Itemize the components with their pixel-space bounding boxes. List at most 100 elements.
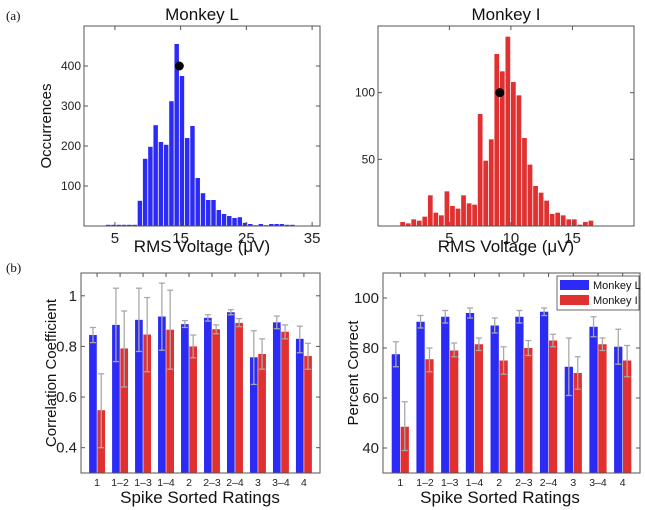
- x-tick-label: 35: [304, 230, 321, 247]
- y-tick-label: 60: [362, 390, 379, 407]
- bar-monkey-l: [490, 325, 499, 473]
- bar-monkey-l: [295, 338, 304, 473]
- histogram-bar: [466, 203, 472, 226]
- bar-monkey-i: [281, 331, 289, 473]
- histogram-bar: [227, 216, 232, 226]
- histogram-bar: [163, 144, 169, 226]
- histogram-bar: [400, 222, 405, 226]
- y-tick-label: 100: [61, 179, 81, 193]
- axis-ticks: 5 10 15 50 100: [355, 26, 634, 247]
- bar-monkey-i: [212, 329, 220, 473]
- histogram-bar: [248, 224, 253, 226]
- y-axis-label: Correlation Coefficient: [43, 298, 60, 447]
- bar-monkey-i: [623, 360, 632, 473]
- x-tick-label: 1–4: [466, 477, 484, 489]
- histogram-bar: [242, 222, 248, 226]
- bar-monkey-l: [204, 317, 212, 473]
- histogram-bar: [142, 158, 148, 226]
- bar-chart-correlation: 1 1–2 1–3 1–4 2 2–3 2–4 3 3–4 4 0.4 0.6 0.8 1 Spike S…: [43, 272, 321, 507]
- histogram-bar: [211, 200, 216, 226]
- legend-label-monkey-l: Monkey L: [593, 280, 641, 292]
- histogram-bar: [499, 71, 505, 226]
- histogram-bar: [422, 216, 428, 226]
- histogram-bar: [549, 214, 555, 226]
- x-axis-label: Spike Sorted Ratings: [420, 488, 580, 507]
- legend-swatch-monkey-l: [560, 280, 589, 290]
- histogram-bar: [137, 200, 143, 226]
- x-tick-label: 1: [94, 477, 100, 489]
- bar-monkey-i: [120, 348, 129, 473]
- histogram-bar: [174, 44, 179, 226]
- bar-monkey-l: [614, 346, 623, 473]
- histogram-bar: [153, 125, 158, 226]
- histogram-bar: [237, 217, 243, 226]
- legend-swatch-monkey-i: [560, 295, 589, 305]
- histogram-bar: [274, 224, 279, 226]
- y-tick-label: 100: [354, 290, 379, 307]
- histogram-bar: [516, 95, 522, 226]
- bar-monkey-i: [548, 340, 558, 473]
- histogram-bar: [427, 195, 433, 226]
- x-tick-label: 1–4: [157, 477, 175, 489]
- histogram-bar: [158, 142, 164, 226]
- x-axis-label: RMS Voltage (μV): [134, 237, 270, 256]
- bar-monkey-l: [441, 316, 450, 473]
- x-tick-label: 15: [564, 230, 581, 247]
- histogram-bar: [588, 220, 594, 226]
- bar-monkey-i: [235, 322, 243, 473]
- bar-monkey-i: [143, 334, 152, 473]
- histogram-bar: [411, 219, 417, 226]
- x-tick-label: 3: [255, 477, 261, 489]
- x-tick-label: 1–3: [134, 477, 152, 489]
- y-axis-label: Occurrences: [38, 83, 55, 168]
- x-tick-label: 5: [111, 230, 119, 247]
- bar-monkey-l: [272, 322, 281, 473]
- x-tick-label: 2–3: [515, 477, 533, 489]
- axes-frame: [377, 25, 635, 227]
- histogram-bar: [416, 220, 422, 226]
- histogram-bar: [290, 224, 295, 226]
- chart-title: Monkey L: [165, 5, 239, 24]
- bar-monkey-i: [425, 359, 434, 473]
- chart-title: Monkey I: [472, 5, 541, 24]
- histogram-bar: [111, 224, 116, 226]
- x-tick-label: 3: [570, 477, 576, 489]
- bar-monkey-l: [564, 366, 573, 473]
- bar-monkey-i: [166, 329, 175, 473]
- median-marker: [174, 61, 184, 71]
- y-tick-label: 0.4: [56, 440, 77, 457]
- histogram-bar: [444, 191, 450, 226]
- histogram-bar: [538, 192, 544, 226]
- histogram-bar: [148, 146, 153, 226]
- y-tick-label: 0.6: [56, 389, 77, 406]
- histogram-bar: [284, 224, 290, 226]
- histogram-bar: [533, 186, 538, 226]
- histogram-bar: [221, 214, 227, 226]
- histogram-bar: [566, 219, 572, 226]
- histogram-bar: [232, 218, 237, 226]
- y-tick-label: 50: [362, 152, 376, 166]
- bars: [106, 44, 306, 226]
- axes-frame: [382, 272, 641, 474]
- x-axis-label: Spike Sorted Ratings: [120, 488, 280, 507]
- legend: Monkey L Monkey I: [556, 275, 641, 311]
- x-tick-label: 2: [496, 477, 502, 489]
- histogram-bar: [405, 223, 411, 226]
- bar-monkey-l: [135, 319, 143, 473]
- bar-monkey-l: [515, 316, 524, 473]
- histogram-bar: [439, 215, 444, 226]
- bar-monkey-i: [499, 360, 508, 473]
- x-tick-label: 5: [445, 230, 453, 247]
- histogram-bar: [555, 212, 561, 226]
- histogram-bar: [190, 126, 195, 226]
- bar-monkey-l: [249, 357, 258, 473]
- y-axis-label: Percent Correct: [345, 320, 362, 426]
- histogram-bar: [184, 138, 190, 226]
- histogram-bar: [455, 208, 461, 226]
- histogram-bar: [505, 36, 511, 226]
- bars: [89, 282, 312, 473]
- x-tick-label: 2–4: [540, 477, 558, 489]
- histogram-bar: [269, 224, 274, 226]
- bar-monkey-l: [158, 316, 166, 473]
